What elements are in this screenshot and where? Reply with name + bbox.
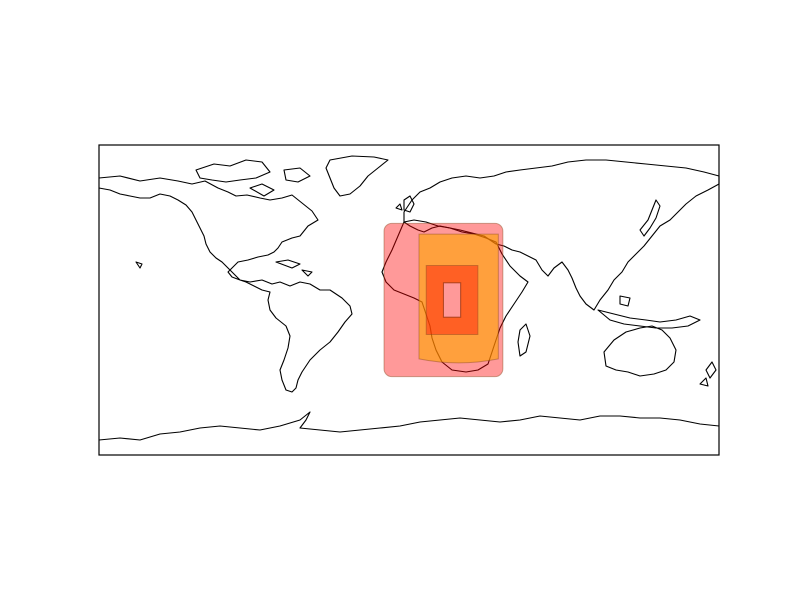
coastline-japan: [639, 199, 661, 237]
coastline-britain: [395, 195, 415, 213]
region-outer-core: [418, 233, 499, 364]
region-hole-outline: [442, 282, 462, 318]
regions-layer: [383, 222, 504, 378]
coastline-new-zealand: [699, 361, 717, 387]
coastline-australia: [603, 325, 677, 377]
coastline-antarctica: [98, 411, 720, 441]
map-frame: [98, 144, 720, 456]
coastline-madagascar: [517, 323, 531, 357]
coastline-greenland: [325, 155, 389, 197]
coastline-caribbean: [135, 259, 313, 277]
coastline-arctic-islands: [195, 159, 311, 197]
region-inner-buffered: [425, 265, 479, 335]
coastline-indonesia: [597, 295, 701, 329]
coastline-north-america: [98, 175, 353, 393]
